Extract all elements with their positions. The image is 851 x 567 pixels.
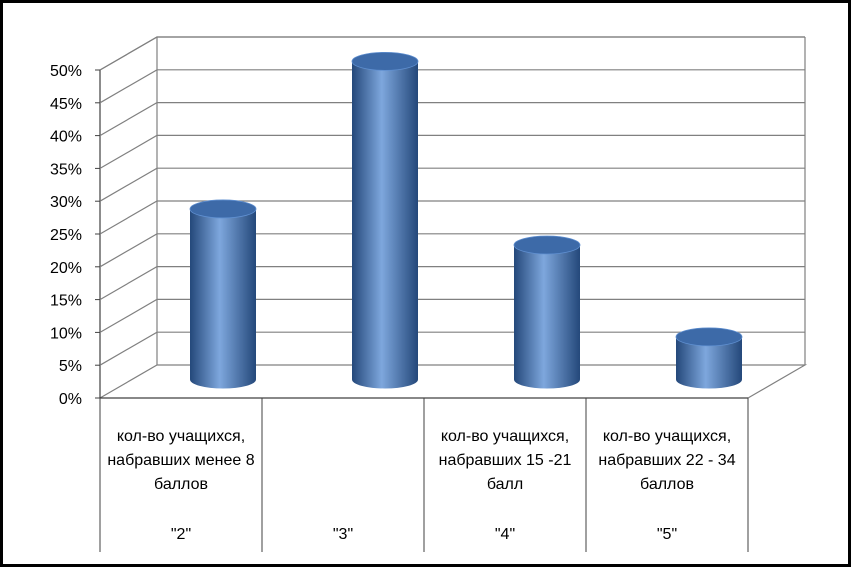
category-label: кол-во учащихся, набравших 22 - 34 балло… xyxy=(586,425,748,551)
y-tick-label: 25% xyxy=(50,227,82,244)
gridline xyxy=(99,167,805,202)
y-tick-label: 0% xyxy=(59,391,82,408)
y-tick-label: 5% xyxy=(59,358,82,375)
category-label: "3" xyxy=(262,425,424,551)
category-table xyxy=(99,397,749,552)
gridline xyxy=(99,101,805,137)
category-label: кол-во учащихся, набравших менее 8 балло… xyxy=(100,425,262,551)
bar xyxy=(351,51,419,389)
gridline xyxy=(99,298,805,333)
category-code: "3" xyxy=(332,526,354,543)
gridline xyxy=(99,233,805,268)
gridline xyxy=(99,331,805,366)
category-description: кол-во учащихся, набравших менее 8 балло… xyxy=(107,428,255,493)
y-tick-label: 50% xyxy=(50,63,82,80)
chart-background xyxy=(3,3,848,564)
gridline xyxy=(99,36,805,71)
gridline xyxy=(99,69,805,104)
y-tick-label: 20% xyxy=(50,260,82,277)
category-description: кол-во учащихся, набравших 15 -21 балл xyxy=(438,428,572,493)
gridline xyxy=(99,134,805,169)
gridline xyxy=(99,200,805,235)
y-tick-label: 15% xyxy=(50,293,82,310)
category-code: "2" xyxy=(170,526,192,543)
category-code: "5" xyxy=(656,526,678,543)
bar xyxy=(675,327,743,389)
category-label: кол-во учащихся, набравших 15 -21 балл "4… xyxy=(424,425,586,551)
gridlines xyxy=(99,36,805,366)
y-tick-label: 35% xyxy=(50,161,82,178)
category-code: "4" xyxy=(494,526,516,543)
y-tick-label: 40% xyxy=(50,129,82,146)
y-axis-ticks: 0% 5% 10% 15% 20% 25% 30% 35% 40% 45% 50% xyxy=(50,63,100,408)
category-description: кол-во учащихся, набравших 22 - 34 балло… xyxy=(598,428,736,493)
bar xyxy=(189,199,257,389)
y-tick-label: 30% xyxy=(50,194,82,211)
y-tick-label: 45% xyxy=(50,96,82,113)
bar xyxy=(513,235,581,389)
bars xyxy=(189,51,743,389)
gridline xyxy=(99,266,805,301)
y-tick-label: 10% xyxy=(50,325,82,342)
